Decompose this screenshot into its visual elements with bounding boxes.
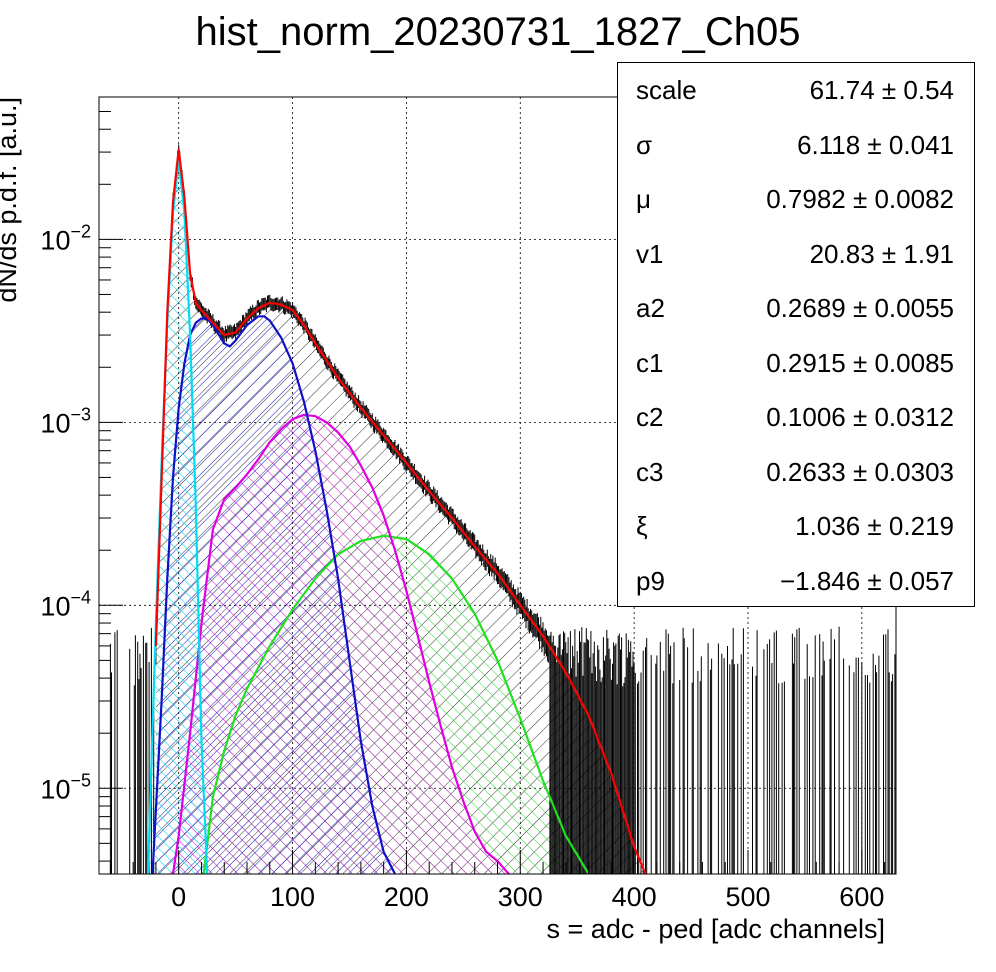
- stat-name: scale: [636, 75, 697, 105]
- x-tick-label: 300: [498, 882, 543, 912]
- 3-pe-curve: [202, 534, 590, 874]
- stat-value-number: 0.2915: [766, 347, 846, 378]
- 1-pe-curve: [151, 315, 396, 874]
- stat-error: 0.041: [888, 129, 954, 160]
- stat-value: 0.2633 ± 0.0303: [766, 457, 954, 488]
- x-tick-label: 500: [725, 882, 770, 912]
- y-axis-label: dN/ds p.d.f. [a.u.]: [0, 97, 22, 303]
- stat-row: c3 0.2633 ± 0.0303: [618, 445, 974, 499]
- stat-name: μ: [636, 184, 651, 214]
- stat-value-number: 61.74: [809, 75, 875, 105]
- stat-row: c2 0.1006 ± 0.0312: [618, 390, 974, 444]
- stat-value-number: 0.1006: [766, 402, 846, 432]
- stat-value-number: 1.036: [795, 511, 861, 541]
- stat-name: σ: [636, 129, 653, 160]
- x-tick-label: 0: [171, 882, 186, 912]
- plus-minus: ±: [845, 402, 875, 432]
- stat-value: 0.2689 ± 0.0055: [766, 293, 954, 324]
- stat-error: 1.91: [903, 238, 954, 269]
- plus-minus: ±: [845, 184, 875, 214]
- plus-minus: ±: [845, 456, 875, 487]
- stat-row: σ 6.118 ± 0.041: [618, 118, 974, 172]
- total-fit-curve: [154, 148, 647, 874]
- fit-stats-box: scale 61.74 ± 0.54 σ 6.118 ± 0.041 μ 0.7982 ±…: [617, 62, 975, 607]
- stat-value-number: 0.2689: [766, 293, 846, 323]
- plus-minus: ±: [860, 565, 889, 596]
- axis-ticks: 0 100 200 300 400 500 600 10−5 10−4 10−3 10−2: [40, 96, 886, 912]
- stat-error: 0.0085: [874, 347, 954, 378]
- y-tick-label: 10−5: [40, 770, 91, 804]
- stat-name: c3: [636, 456, 664, 487]
- x-tick-label: 600: [839, 882, 884, 912]
- 1-pe-fill: [152, 316, 395, 874]
- stat-name: c1: [636, 347, 664, 378]
- 2-pe-curve: [171, 413, 510, 874]
- stat-value: 6.118 ± 0.041: [797, 130, 954, 161]
- stat-name: ξ: [636, 511, 648, 541]
- stat-error: 0.0312: [874, 402, 954, 432]
- chart-title: hist_norm_20230731_1827_Ch05: [195, 10, 801, 54]
- y-tick-label: 10−2: [40, 221, 91, 255]
- stat-error: 0.057: [888, 565, 954, 596]
- stat-error: 0.0082: [874, 184, 954, 214]
- stat-value-number: −1.846: [779, 565, 861, 596]
- stat-row: p9 −1.846 ± 0.057: [618, 554, 974, 608]
- stat-value: 20.83 ± 1.91: [810, 239, 954, 270]
- stat-value: 61.74 ± 0.54: [810, 75, 954, 106]
- stat-row: μ 0.7982 ± 0.0082: [618, 172, 974, 226]
- stat-row: v1 20.83 ± 1.91: [618, 227, 974, 281]
- y-tick-label: 10−4: [40, 587, 91, 621]
- plus-minus: ±: [845, 347, 875, 378]
- component-fills: [148, 149, 646, 874]
- stat-row: ξ 1.036 ± 0.219: [618, 499, 974, 553]
- stat-value: 0.1006 ± 0.0312: [766, 402, 954, 433]
- plus-minus: ±: [860, 129, 889, 160]
- stat-name: a2: [636, 293, 665, 323]
- stat-error: 0.0055: [874, 293, 954, 323]
- stat-value-number: 20.83: [809, 238, 875, 269]
- stat-error: 0.219: [888, 511, 954, 541]
- fit-curves: [146, 148, 647, 874]
- y-tick-label: 10−3: [40, 404, 91, 438]
- x-axis-label: s = adc - ped [adc channels]: [547, 914, 885, 944]
- stat-name: p9: [636, 565, 665, 596]
- plus-minus: ±: [845, 293, 875, 323]
- x-tick-label: 200: [384, 882, 429, 912]
- stat-row: a2 0.2689 ± 0.0055: [618, 281, 974, 335]
- stat-value: 1.036 ± 0.219: [795, 511, 954, 542]
- x-tick-label: 100: [270, 882, 315, 912]
- stat-name: v1: [636, 238, 664, 269]
- stat-value-number: 0.2633: [766, 456, 846, 487]
- plus-minus: ±: [860, 511, 889, 541]
- stat-value: 0.2915 ± 0.0085: [766, 348, 954, 379]
- stat-row: scale 61.74 ± 0.54: [618, 63, 974, 117]
- stat-error: 0.54: [903, 75, 954, 105]
- plus-minus: ±: [874, 75, 904, 105]
- x-tick-label: 400: [612, 882, 657, 912]
- stat-value: −1.846 ± 0.057: [780, 566, 954, 597]
- stat-value-number: 6.118: [797, 129, 861, 160]
- stat-name: c2: [636, 402, 664, 432]
- stat-error: 0.0303: [874, 456, 954, 487]
- stat-row: c1 0.2915 ± 0.0085: [618, 336, 974, 390]
- plus-minus: ±: [874, 238, 904, 269]
- stat-value: 0.7982 ± 0.0082: [766, 184, 954, 215]
- stat-value-number: 0.7982: [766, 184, 846, 214]
